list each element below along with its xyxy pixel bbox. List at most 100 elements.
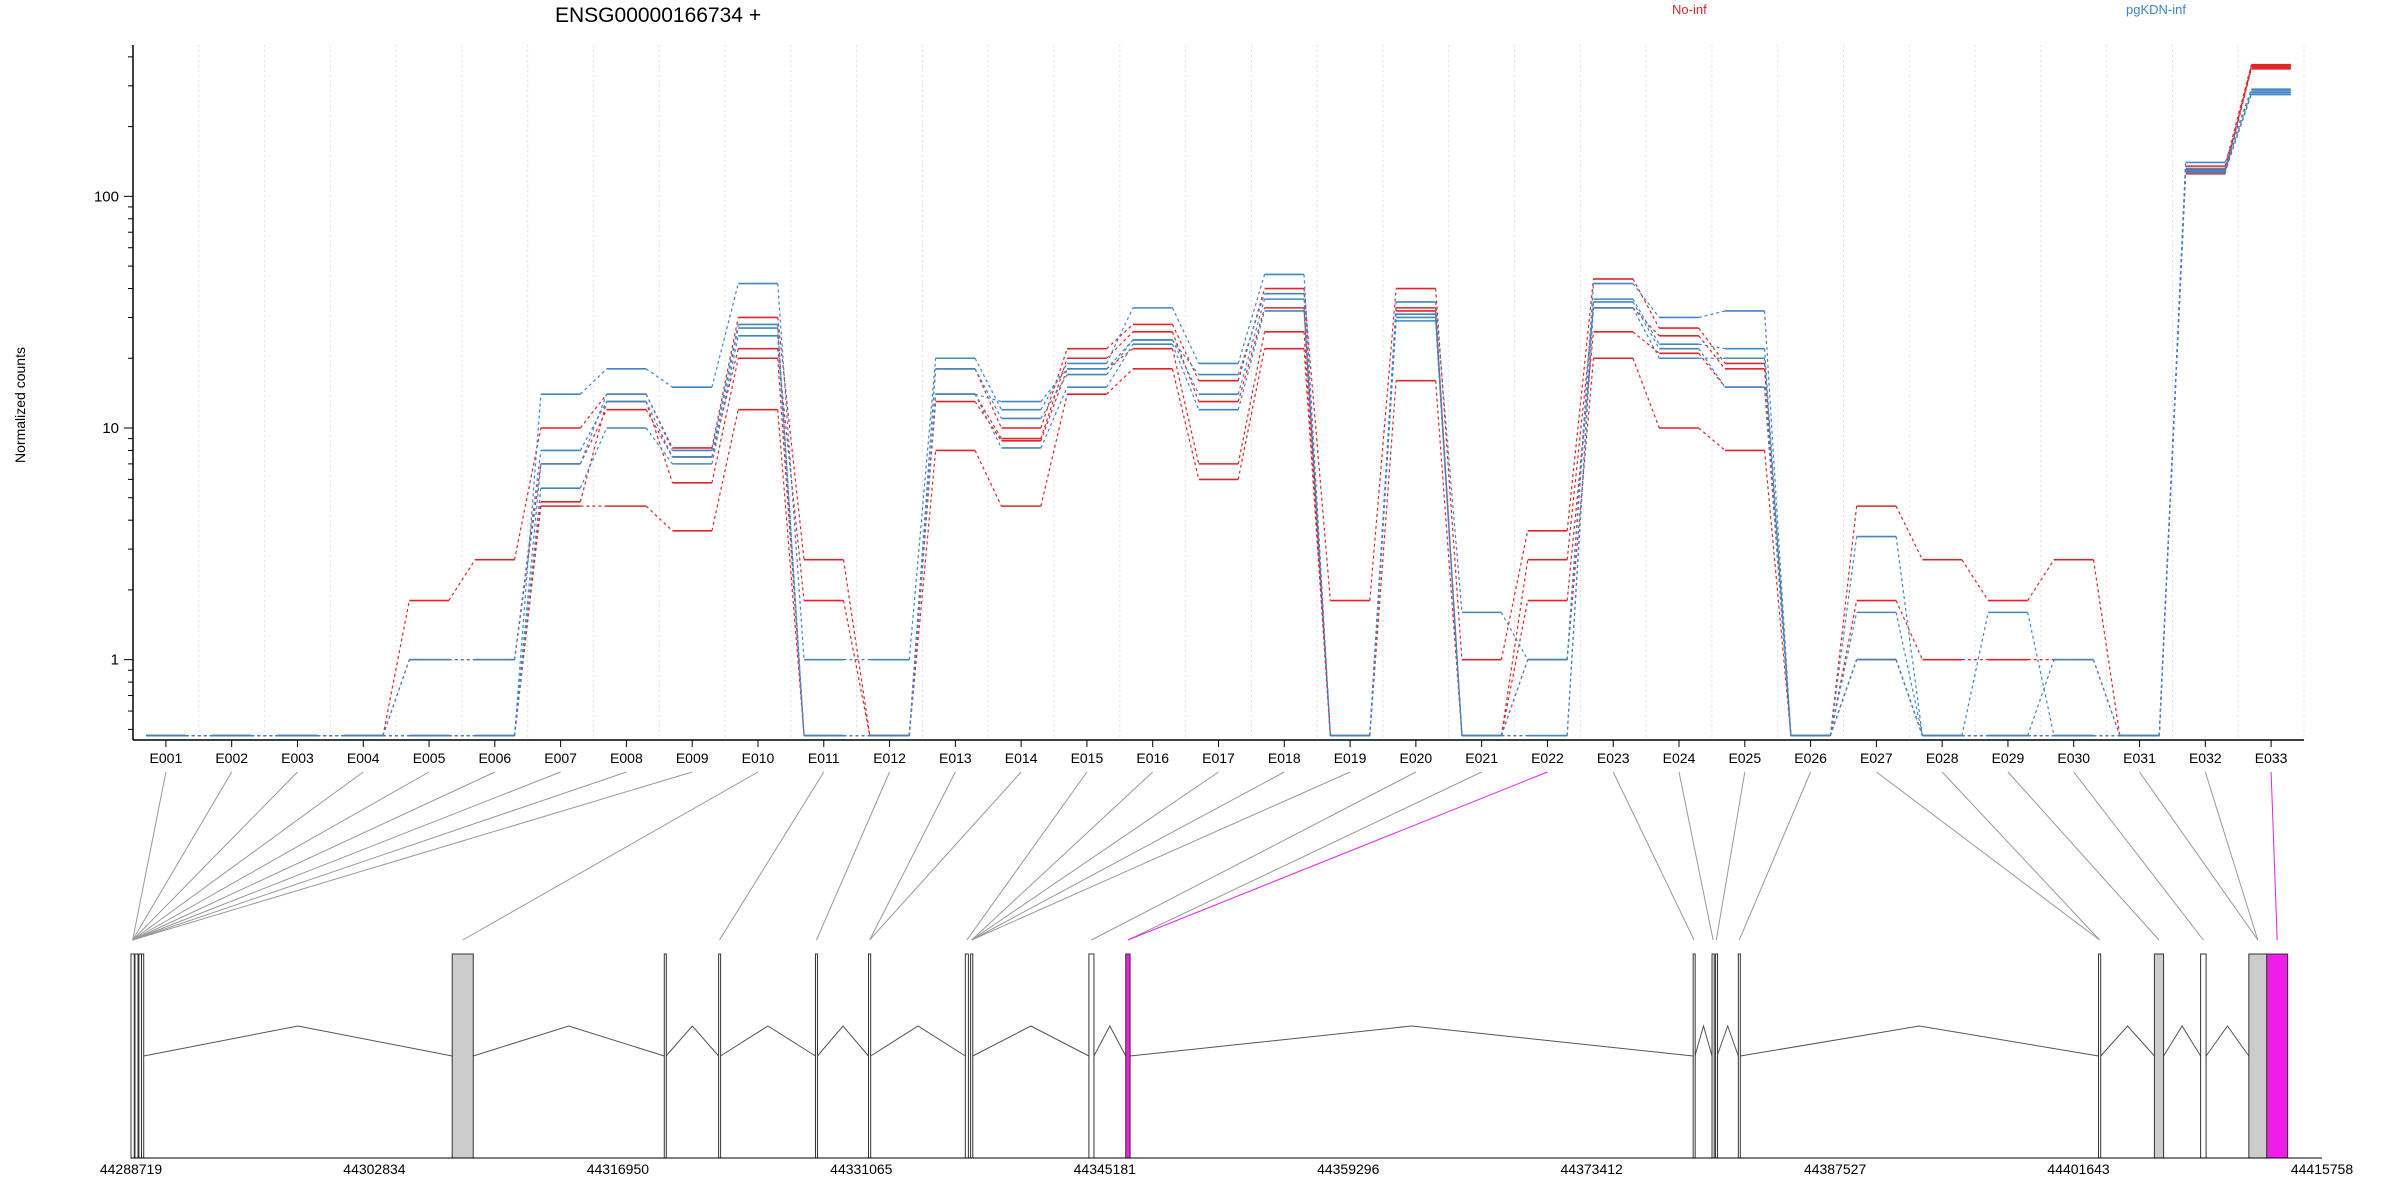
series-connector [579, 393, 608, 465]
series-connector [1303, 331, 1331, 736]
exon-connector-e023 [1612, 771, 1695, 941]
exon-connector-e002 [132, 771, 233, 941]
x-tick-label-e018: E018 [1268, 750, 1301, 766]
exon-box [451, 953, 474, 1159]
series-connector [1763, 450, 1792, 736]
x-tick-label-e023: E023 [1597, 750, 1630, 766]
series-connector [1040, 368, 1068, 442]
series-connector [1237, 348, 1266, 480]
series-connector [1698, 327, 1726, 364]
x-tick-label-e021: E021 [1465, 750, 1498, 766]
series-connector [382, 600, 410, 736]
exon-connector-e025 [1715, 771, 1746, 941]
exon-box [1088, 953, 1095, 1159]
intron-line [817, 1025, 869, 1057]
exon-box [141, 953, 145, 1159]
x-tick-label-e008: E008 [610, 750, 643, 766]
highlighted-exon [1125, 953, 1131, 1159]
series-connector [2027, 559, 2055, 601]
y-tick-label: 10 [102, 420, 119, 437]
series-connector [1435, 380, 1463, 736]
series-connector [1040, 386, 1068, 449]
x-tick-label-e013: E013 [939, 750, 972, 766]
axes: 1 10 100 E001 E002 E003 E004 E005 E006 E007 E008 E0… [94, 45, 2304, 766]
series-connector [1303, 288, 1331, 601]
series-connector [579, 427, 608, 489]
exon-connector-e017 [971, 771, 1219, 941]
series-connector [908, 358, 937, 660]
exon-connector-e022 [1127, 771, 1548, 941]
exon-box [1737, 953, 1741, 1159]
x-tick-label-e014: E014 [1005, 750, 1038, 766]
series-connector [1698, 348, 1726, 388]
series-connector [1040, 368, 1068, 402]
exon-connector-e005 [132, 771, 430, 941]
exon-connector-e001 [132, 771, 167, 941]
series-connector [1369, 288, 1397, 601]
exon-connector-e032 [2204, 771, 2259, 941]
exon-connector-e027 [1876, 771, 2100, 941]
exon-box [814, 953, 818, 1159]
series-connector [2092, 659, 2121, 736]
intron-line [1130, 1025, 1694, 1057]
exon-box [1711, 953, 1715, 1159]
series-connector [1895, 659, 1923, 736]
exon-box [134, 953, 139, 1159]
series-connector [777, 324, 805, 736]
series-connector [382, 659, 410, 736]
exon-connector-e008 [132, 771, 627, 941]
legend-no-inf: No-inf [1672, 2, 1707, 17]
series-connector [1171, 339, 1200, 375]
exon-connector-e018 [971, 771, 1285, 941]
series-connector [1369, 380, 1397, 736]
series-connector [1171, 368, 1200, 480]
series-connector [1106, 339, 1134, 370]
series-connector [974, 450, 1002, 507]
x-tick-label-e011: E011 [808, 750, 840, 766]
series-lines [146, 63, 2291, 737]
x-tick-label-e016: E016 [1136, 750, 1169, 766]
exon-connectors [132, 771, 2278, 941]
series-connector [1698, 343, 1726, 350]
series-connector [711, 335, 739, 465]
series-connector [1040, 394, 1068, 507]
exon-connector-e016 [971, 771, 1154, 941]
series-connector [1237, 310, 1266, 410]
series-connector [513, 463, 542, 736]
intron-line [720, 1025, 816, 1057]
x-tick-label-e030: E030 [2057, 750, 2090, 766]
series-connector [1698, 310, 1726, 319]
series-connector [645, 393, 673, 449]
intron-line [2205, 1025, 2250, 1057]
series-connector [1171, 348, 1200, 465]
series-connector [1106, 307, 1134, 364]
genome-coordinate-label: 44387527 [1804, 1161, 1867, 1177]
exon-box [867, 953, 872, 1159]
exon-box [1692, 953, 1696, 1159]
series-connector [1698, 352, 1726, 388]
series-connector [711, 327, 739, 458]
exon-connector-e030 [2073, 771, 2204, 941]
series-connector [1106, 368, 1134, 395]
x-tick-label-e026: E026 [1794, 750, 1827, 766]
x-tick-label-e015: E015 [1071, 750, 1104, 766]
y-axis-label: Normalized counts [12, 347, 28, 463]
series-connector [1106, 339, 1134, 375]
series-connector [579, 393, 608, 429]
exon-connector-e007 [132, 771, 561, 941]
series-connector [1500, 659, 1529, 736]
x-tick-label-e012: E012 [873, 750, 906, 766]
exon-connector-e013 [869, 771, 956, 941]
series-connector [1040, 363, 1068, 410]
series-connector [645, 393, 674, 451]
exon-box [2248, 953, 2268, 1159]
series-connector [974, 357, 1002, 410]
exon-connector-e024 [1678, 771, 1714, 941]
x-tick-label-e024: E024 [1663, 750, 1696, 766]
series-connector [645, 401, 674, 458]
x-tick-label-e032: E032 [2189, 750, 2222, 766]
series-connector [1895, 505, 1923, 560]
series-connector [1237, 288, 1266, 381]
series-connector [645, 427, 673, 465]
series-pgkdn-inf-6 [146, 93, 2291, 737]
